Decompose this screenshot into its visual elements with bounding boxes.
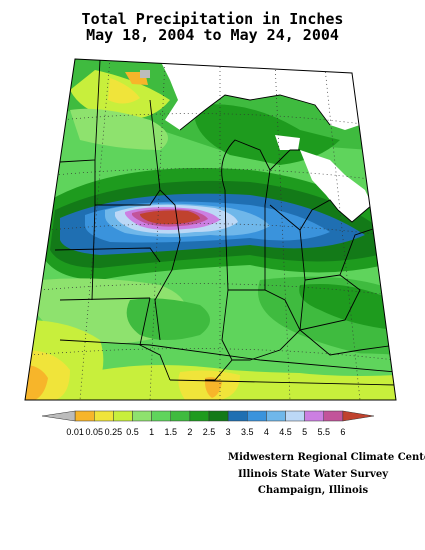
color-scale-swatch bbox=[285, 410, 305, 422]
state-boundaries bbox=[54, 59, 396, 386]
color-scale-label: 4 bbox=[263, 427, 269, 437]
color-scale-swatch bbox=[227, 410, 248, 422]
color-scale-swatch bbox=[41, 410, 76, 422]
color-scale-swatch bbox=[151, 410, 171, 422]
color-scale-label: 6 bbox=[340, 427, 346, 437]
color-scale-label: 5.5 bbox=[317, 427, 331, 437]
color-scale-label: 3.5 bbox=[240, 427, 254, 437]
color-scale-label: 0.01 bbox=[66, 427, 84, 437]
map-title: Total Precipitation in Inches bbox=[81, 10, 344, 28]
color-scale-swatch bbox=[247, 410, 267, 422]
precipitation-field bbox=[25, 59, 396, 400]
color-scale-swatch bbox=[132, 410, 152, 422]
map-date-range: May 18, 2004 to May 24, 2004 bbox=[86, 26, 339, 44]
color-scale-swatch bbox=[266, 410, 286, 422]
color-scale-label: 1 bbox=[149, 427, 155, 437]
map-frame bbox=[24, 58, 397, 401]
color-scale-swatch bbox=[342, 410, 375, 422]
color-scale-swatch bbox=[94, 410, 114, 422]
color-scale-swatch bbox=[74, 410, 95, 422]
color-scale-swatch bbox=[208, 410, 229, 422]
color-scale-swatch bbox=[323, 410, 344, 422]
credit-line-3: Champaign, Illinois bbox=[257, 485, 369, 496]
graticule bbox=[29, 59, 396, 400]
credit-line-2: Illinois State Water Survey bbox=[237, 469, 389, 480]
credit-line-1: Midwestern Regional Climate Center bbox=[228, 452, 425, 463]
color-scale-swatch bbox=[113, 410, 133, 422]
color-scale-label: 0.05 bbox=[85, 427, 104, 437]
color-scale bbox=[41, 410, 375, 422]
color-scale-label: 2.5 bbox=[202, 427, 216, 437]
color-scale-label: 0.25 bbox=[104, 427, 123, 437]
color-scale-label: 5 bbox=[302, 427, 308, 437]
color-scale-swatch bbox=[189, 410, 210, 422]
color-scale-label: 0.5 bbox=[126, 427, 139, 437]
color-scale-swatch bbox=[170, 410, 191, 422]
color-scale-label: 2 bbox=[187, 427, 193, 437]
color-scale-swatch bbox=[304, 410, 324, 422]
color-scale-label: 1.5 bbox=[164, 427, 178, 437]
color-scale-label: 4.5 bbox=[279, 427, 292, 437]
color-scale-label: 3 bbox=[225, 427, 231, 437]
